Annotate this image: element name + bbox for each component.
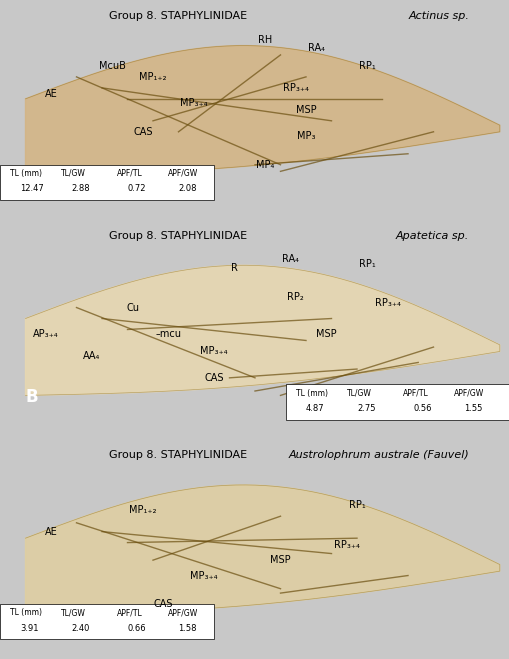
Text: RP₃₊₄: RP₃₊₄ — [333, 540, 359, 550]
Text: TL/GW: TL/GW — [61, 169, 86, 178]
FancyBboxPatch shape — [0, 604, 214, 639]
Text: MP₃₊₄: MP₃₊₄ — [190, 571, 217, 581]
Text: RP₁: RP₁ — [358, 61, 375, 71]
Text: RP₃₊₄: RP₃₊₄ — [374, 298, 400, 308]
Text: TL (mm): TL (mm) — [295, 389, 327, 397]
Text: 1.58: 1.58 — [178, 623, 196, 633]
Text: RA₄: RA₄ — [307, 43, 324, 53]
Text: 0.72: 0.72 — [127, 185, 146, 193]
Text: RH: RH — [258, 34, 272, 45]
Text: A: A — [25, 169, 38, 186]
Text: RP₁: RP₁ — [348, 500, 364, 510]
Text: MP₃: MP₃ — [296, 131, 315, 141]
Text: 12.47: 12.47 — [20, 185, 44, 193]
Text: MP₃₊₄: MP₃₊₄ — [180, 98, 207, 108]
Text: APF/GW: APF/GW — [168, 608, 198, 617]
Text: APF/TL: APF/TL — [402, 389, 428, 397]
Text: R: R — [231, 263, 238, 273]
Text: Austrolophrum australe (Fauvel): Austrolophrum australe (Fauvel) — [288, 450, 468, 461]
Text: APF/TL: APF/TL — [117, 169, 143, 178]
Polygon shape — [25, 266, 499, 395]
Text: TL/GW: TL/GW — [61, 608, 86, 617]
Text: MSP: MSP — [270, 555, 290, 565]
Text: Group 8. STAPHYLINIDAE: Group 8. STAPHYLINIDAE — [109, 11, 247, 21]
Text: RP₁: RP₁ — [358, 258, 375, 269]
Text: –mcu: –mcu — [155, 329, 181, 339]
Text: 0.66: 0.66 — [127, 623, 146, 633]
Text: Apatetica sp.: Apatetica sp. — [395, 231, 468, 241]
Text: MP₄: MP₄ — [256, 159, 274, 170]
FancyBboxPatch shape — [285, 384, 509, 420]
Text: 3.91: 3.91 — [20, 623, 39, 633]
Text: RA₄: RA₄ — [281, 254, 299, 264]
Text: AP₃₊₄: AP₃₊₄ — [33, 329, 59, 339]
Text: AE: AE — [45, 90, 58, 100]
Text: MSP: MSP — [295, 105, 316, 115]
Text: RP₂: RP₂ — [287, 291, 303, 302]
Text: 2.88: 2.88 — [71, 185, 90, 193]
Text: 2.75: 2.75 — [356, 404, 375, 413]
Text: MP₁₊₂: MP₁₊₂ — [129, 505, 156, 515]
Text: APF/GW: APF/GW — [168, 169, 198, 178]
Text: CAS: CAS — [133, 127, 152, 137]
Text: 2.08: 2.08 — [178, 185, 196, 193]
Text: APF/TL: APF/TL — [117, 608, 143, 617]
Text: MP₁₊₂: MP₁₊₂ — [139, 72, 166, 82]
Text: Cu: Cu — [126, 302, 139, 312]
Text: Group 8. STAPHYLINIDAE: Group 8. STAPHYLINIDAE — [109, 231, 247, 241]
Text: 0.56: 0.56 — [412, 404, 431, 413]
Text: 4.87: 4.87 — [305, 404, 324, 413]
Text: C: C — [25, 608, 38, 626]
Text: APF/GW: APF/GW — [453, 389, 483, 397]
Text: B: B — [25, 388, 38, 407]
Text: Actinus sp.: Actinus sp. — [408, 11, 468, 21]
Text: MP₃₊₄: MP₃₊₄ — [200, 347, 228, 357]
Polygon shape — [25, 485, 499, 615]
Text: TL/GW: TL/GW — [346, 389, 371, 397]
Text: AA₄: AA₄ — [83, 351, 100, 361]
Text: 2.40: 2.40 — [71, 623, 90, 633]
FancyBboxPatch shape — [0, 165, 214, 200]
Text: RP₃₊₄: RP₃₊₄ — [282, 83, 308, 93]
Text: CAS: CAS — [153, 599, 173, 609]
Text: AE: AE — [45, 527, 58, 536]
Text: 1.55: 1.55 — [463, 404, 482, 413]
Text: McuB: McuB — [99, 61, 125, 71]
Text: CAS: CAS — [204, 373, 223, 383]
Polygon shape — [25, 45, 499, 176]
Text: TL (mm): TL (mm) — [10, 169, 42, 178]
Text: Group 8. STAPHYLINIDAE: Group 8. STAPHYLINIDAE — [109, 450, 247, 461]
Text: TL (mm): TL (mm) — [10, 608, 42, 617]
Text: MSP: MSP — [316, 329, 336, 339]
